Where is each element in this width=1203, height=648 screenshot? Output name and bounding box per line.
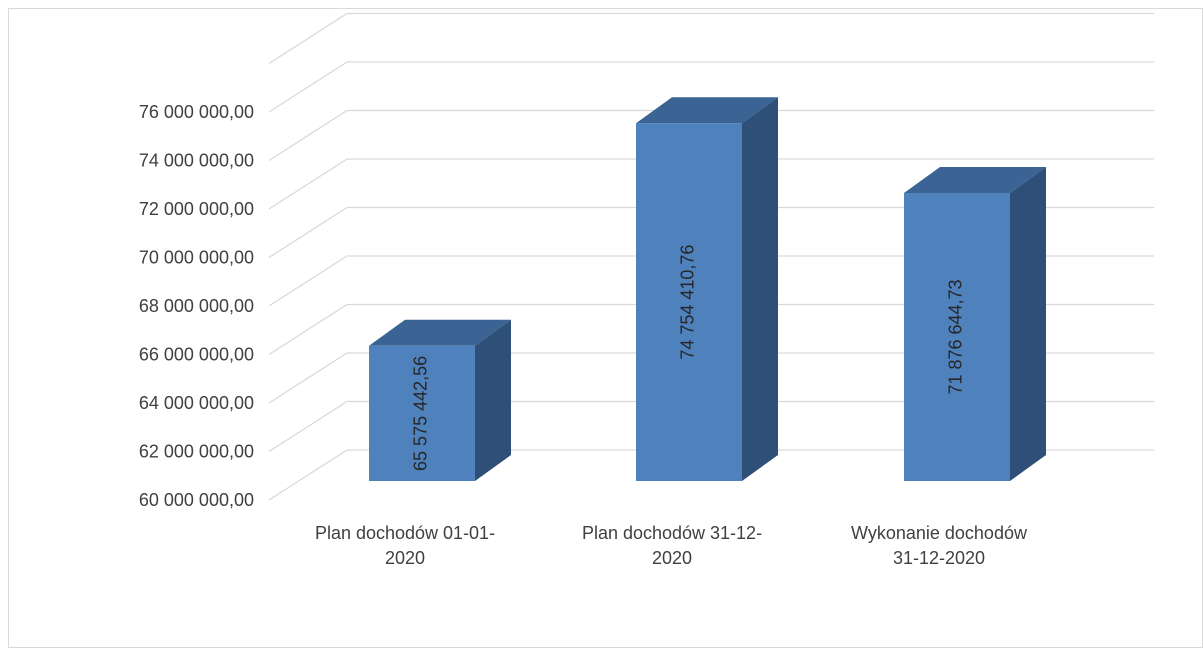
gridlines xyxy=(268,12,1154,501)
category-label: Plan dochodów 01-01- 2020 xyxy=(315,523,495,568)
bars: 65 575 442,56 74 754 410,76 71 876 644,73 xyxy=(369,97,1046,481)
bar-side-face xyxy=(742,97,778,481)
y-tick-label: 68 000 000,00 xyxy=(139,296,254,316)
data-label: 74 754 410,76 xyxy=(678,245,698,360)
gridline xyxy=(268,61,1154,113)
y-tick-label: 62 000 000,00 xyxy=(139,442,254,462)
bar xyxy=(904,192,1010,481)
gridline xyxy=(268,352,1154,404)
bar-side-face xyxy=(1010,166,1046,481)
gridline xyxy=(268,158,1154,210)
gridline xyxy=(268,255,1154,307)
y-tick-label: 66 000 000,00 xyxy=(139,345,254,365)
gridline xyxy=(268,12,1154,65)
data-label: 71 876 644,73 xyxy=(946,279,966,394)
y-tick-label: 76 000 000,00 xyxy=(139,102,254,122)
category-label-line: 2020 xyxy=(385,548,425,568)
bar-top-face xyxy=(636,97,778,124)
category-label-line: 2020 xyxy=(652,548,692,568)
y-axis-tick-labels: 60 000 000,00 62 000 000,00 64 000 000,00 6… xyxy=(139,102,254,510)
y-tick-label: 64 000 000,00 xyxy=(139,393,254,413)
bar-top-face xyxy=(369,319,511,346)
gridline xyxy=(268,303,1154,356)
category-label-line: 31-12-2020 xyxy=(893,548,985,568)
bar-group: 65 575 442,56 xyxy=(369,319,511,481)
gridline xyxy=(268,109,1154,162)
category-label-line: Plan dochodów 01-01- xyxy=(315,523,495,543)
gridline xyxy=(268,400,1154,453)
y-tick-label: 60 000 000,00 xyxy=(139,490,254,510)
gridline xyxy=(268,206,1154,259)
y-tick-label: 74 000 000,00 xyxy=(139,151,254,171)
category-label: Wykonanie dochodów 31-12-2020 xyxy=(851,523,1028,568)
bar-group: 74 754 410,76 xyxy=(636,97,778,481)
bar-group: 71 876 644,73 xyxy=(904,166,1046,481)
category-label-line: Wykonanie dochodów xyxy=(851,523,1028,543)
y-tick-label: 72 000 000,00 xyxy=(139,199,254,219)
category-label: Plan dochodów 31-12- 2020 xyxy=(582,523,762,568)
data-label: 65 575 442,56 xyxy=(411,356,431,471)
bar xyxy=(636,123,742,481)
bar-side-face xyxy=(475,319,511,481)
bar-chart: 60 000 000,00 62 000 000,00 64 000 000,00 6… xyxy=(139,12,1154,568)
gridline xyxy=(268,449,1154,501)
y-tick-label: 70 000 000,00 xyxy=(139,248,254,268)
category-label-line: Plan dochodów 31-12- xyxy=(582,523,762,543)
bar-top-face xyxy=(904,166,1046,193)
bar xyxy=(369,345,475,481)
chart-area: 60 000 000,00 62 000 000,00 64 000 000,00 6… xyxy=(8,8,1203,648)
